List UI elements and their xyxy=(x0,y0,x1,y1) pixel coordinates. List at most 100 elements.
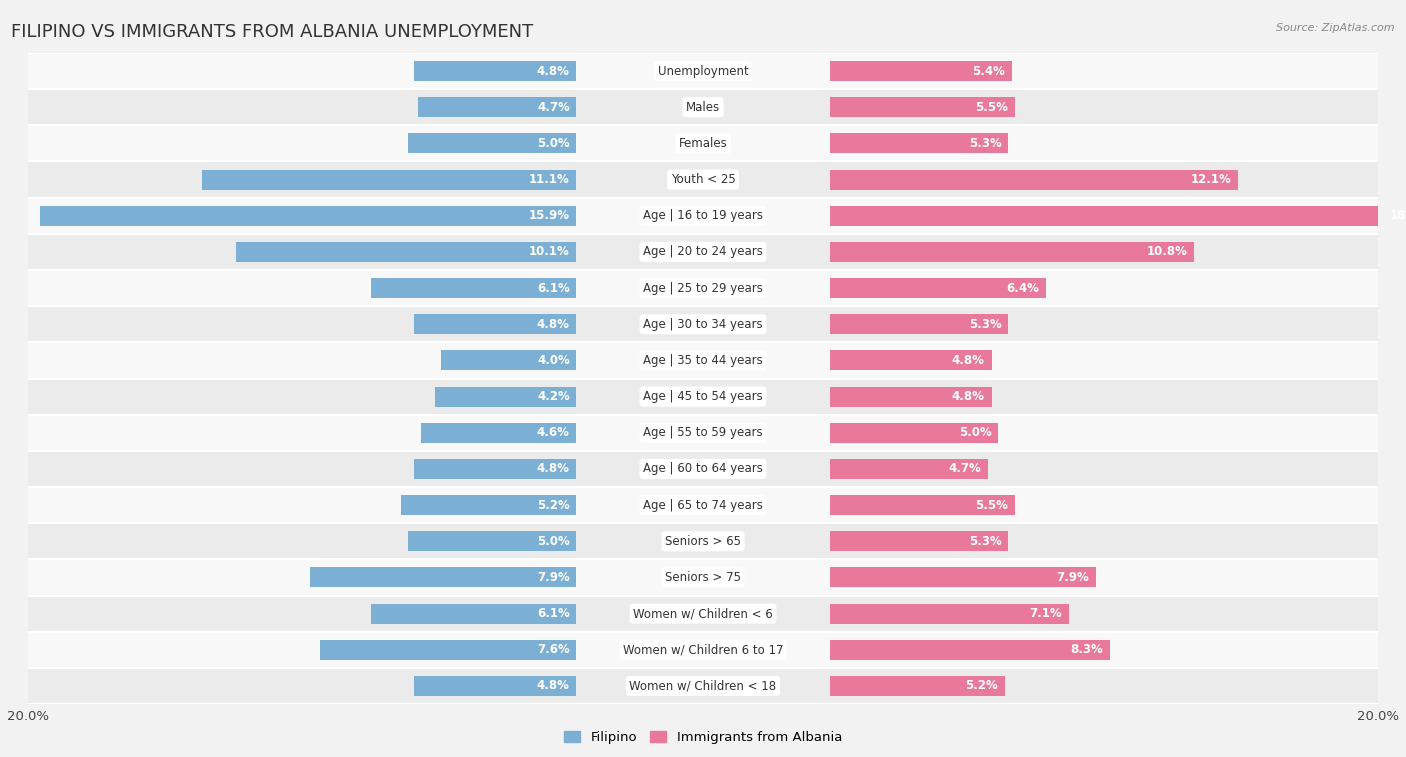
Text: 7.1%: 7.1% xyxy=(1029,607,1063,620)
Text: 11.1%: 11.1% xyxy=(529,173,569,186)
Bar xyxy=(415,676,576,696)
Bar xyxy=(28,234,1378,270)
Text: Males: Males xyxy=(686,101,720,114)
Bar xyxy=(28,270,1378,306)
Text: 4.8%: 4.8% xyxy=(537,463,569,475)
Text: Source: ZipAtlas.com: Source: ZipAtlas.com xyxy=(1277,23,1395,33)
Text: 6.4%: 6.4% xyxy=(1005,282,1039,294)
Bar xyxy=(39,206,576,226)
Text: Age | 20 to 24 years: Age | 20 to 24 years xyxy=(643,245,763,258)
Bar xyxy=(28,126,1378,161)
Text: 5.0%: 5.0% xyxy=(537,137,569,150)
Bar xyxy=(830,459,988,479)
Text: 6.1%: 6.1% xyxy=(537,607,569,620)
Bar xyxy=(28,53,1378,89)
Text: Age | 35 to 44 years: Age | 35 to 44 years xyxy=(643,354,763,367)
Text: Seniors > 75: Seniors > 75 xyxy=(665,571,741,584)
Bar xyxy=(422,423,576,443)
Bar xyxy=(28,89,1378,126)
Text: 4.8%: 4.8% xyxy=(952,390,984,403)
Text: 5.2%: 5.2% xyxy=(537,499,569,512)
Bar xyxy=(830,278,1046,298)
Bar xyxy=(415,61,576,81)
Text: 4.0%: 4.0% xyxy=(537,354,569,367)
Bar xyxy=(418,98,576,117)
Text: Women w/ Children 6 to 17: Women w/ Children 6 to 17 xyxy=(623,643,783,656)
Bar xyxy=(830,495,1015,515)
Bar xyxy=(830,61,1012,81)
Text: 10.1%: 10.1% xyxy=(529,245,569,258)
Text: Women w/ Children < 18: Women w/ Children < 18 xyxy=(630,680,776,693)
Text: 4.6%: 4.6% xyxy=(537,426,569,439)
Text: 15.9%: 15.9% xyxy=(529,209,569,223)
Bar xyxy=(28,523,1378,559)
Text: 5.5%: 5.5% xyxy=(976,101,1008,114)
Bar xyxy=(236,242,576,262)
Bar xyxy=(28,451,1378,487)
Bar xyxy=(415,459,576,479)
Text: Unemployment: Unemployment xyxy=(658,64,748,77)
Text: Age | 45 to 54 years: Age | 45 to 54 years xyxy=(643,390,763,403)
Bar xyxy=(28,487,1378,523)
Bar xyxy=(28,415,1378,451)
Text: 4.7%: 4.7% xyxy=(537,101,569,114)
Bar xyxy=(202,170,576,189)
Text: 8.3%: 8.3% xyxy=(1070,643,1102,656)
Text: 4.7%: 4.7% xyxy=(949,463,981,475)
Bar xyxy=(441,350,576,370)
Text: 4.8%: 4.8% xyxy=(537,64,569,77)
Bar xyxy=(830,206,1406,226)
Bar xyxy=(28,342,1378,378)
Bar xyxy=(28,306,1378,342)
Bar xyxy=(28,559,1378,596)
Text: 10.8%: 10.8% xyxy=(1146,245,1187,258)
Text: Age | 60 to 64 years: Age | 60 to 64 years xyxy=(643,463,763,475)
Text: FILIPINO VS IMMIGRANTS FROM ALBANIA UNEMPLOYMENT: FILIPINO VS IMMIGRANTS FROM ALBANIA UNEM… xyxy=(11,23,533,41)
Bar xyxy=(830,242,1194,262)
Bar xyxy=(321,640,576,659)
Bar xyxy=(408,531,576,551)
Text: 5.3%: 5.3% xyxy=(969,534,1001,548)
Text: 7.6%: 7.6% xyxy=(537,643,569,656)
Text: Females: Females xyxy=(679,137,727,150)
Bar xyxy=(415,314,576,334)
Text: Women w/ Children < 6: Women w/ Children < 6 xyxy=(633,607,773,620)
Text: 7.9%: 7.9% xyxy=(537,571,569,584)
Bar xyxy=(830,314,1008,334)
Text: 5.0%: 5.0% xyxy=(959,426,991,439)
Bar xyxy=(434,387,576,407)
Text: Age | 65 to 74 years: Age | 65 to 74 years xyxy=(643,499,763,512)
Text: 18.0%: 18.0% xyxy=(1389,209,1406,223)
Text: 6.1%: 6.1% xyxy=(537,282,569,294)
Text: Age | 25 to 29 years: Age | 25 to 29 years xyxy=(643,282,763,294)
Text: 4.8%: 4.8% xyxy=(952,354,984,367)
Text: Age | 30 to 34 years: Age | 30 to 34 years xyxy=(643,318,763,331)
Bar xyxy=(830,98,1015,117)
Bar xyxy=(401,495,576,515)
Bar xyxy=(371,278,576,298)
Bar xyxy=(830,676,1005,696)
Bar xyxy=(28,631,1378,668)
Text: 4.2%: 4.2% xyxy=(537,390,569,403)
Bar xyxy=(28,161,1378,198)
Text: Seniors > 65: Seniors > 65 xyxy=(665,534,741,548)
Bar xyxy=(830,568,1097,587)
Bar xyxy=(830,423,998,443)
Legend: Filipino, Immigrants from Albania: Filipino, Immigrants from Albania xyxy=(558,726,848,749)
Bar xyxy=(309,568,576,587)
Text: 5.5%: 5.5% xyxy=(976,499,1008,512)
Text: Youth < 25: Youth < 25 xyxy=(671,173,735,186)
Text: 4.8%: 4.8% xyxy=(537,318,569,331)
Text: 5.3%: 5.3% xyxy=(969,137,1001,150)
Bar xyxy=(28,378,1378,415)
Text: 5.4%: 5.4% xyxy=(972,64,1005,77)
Bar xyxy=(830,133,1008,154)
Bar xyxy=(830,350,991,370)
Bar xyxy=(408,133,576,154)
Bar xyxy=(371,603,576,624)
Text: Age | 55 to 59 years: Age | 55 to 59 years xyxy=(643,426,763,439)
Bar xyxy=(830,170,1237,189)
Bar xyxy=(830,531,1008,551)
Text: 5.0%: 5.0% xyxy=(537,534,569,548)
Text: 4.8%: 4.8% xyxy=(537,680,569,693)
